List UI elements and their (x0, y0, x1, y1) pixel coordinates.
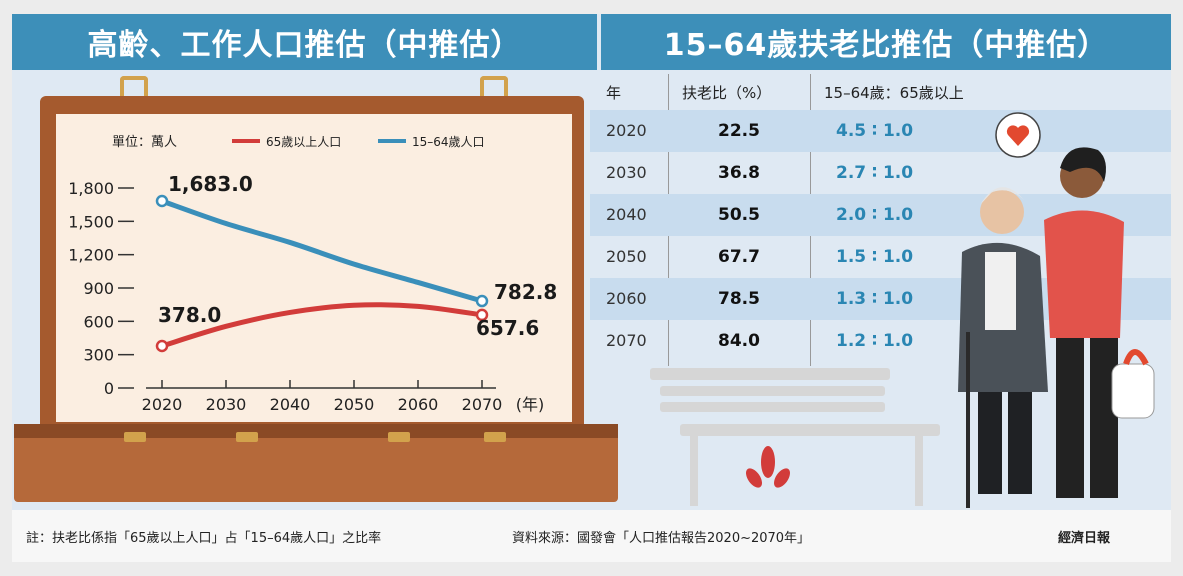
source-note: 資料來源：國發會「人口推估報告2020~2070年」 (512, 531, 811, 546)
data-label-65-2020: 378.0 (158, 303, 221, 327)
right-title-banner: 15–64歲扶老比推估（中推估） (601, 14, 1171, 70)
support-ratio-table: 年 扶老比（%） 15–64歲：65歲以上 2020 22.5 4.5 ∶ 1.… (590, 70, 1171, 370)
brand-logo: 經濟日報 (1058, 531, 1111, 546)
data-label-65-2070: 657.6 (476, 316, 539, 340)
series-endpoint-marker (475, 308, 489, 322)
table-row: 2030 36.8 2.7 ∶ 1.0 (590, 152, 1171, 194)
left-title: 高齡、工作人口推估（中推估） (87, 28, 522, 63)
cell-ratio: 67.7 (718, 247, 760, 267)
legend-unit: 單位：萬人 (112, 135, 177, 150)
data-label-1564-2070: 782.8 (494, 280, 557, 304)
y-tick-label: 1,200 (68, 246, 114, 265)
cell-ratio: 50.5 (718, 205, 760, 225)
y-tick-label: 600 (83, 312, 114, 331)
cell-year: 2060 (606, 289, 647, 308)
header-year: 年 (606, 84, 622, 102)
cell-support: 1.3 ∶ 1.0 (836, 289, 914, 309)
legend-label-1564: 15–64歲人口 (412, 135, 485, 149)
cell-year: 2070 (606, 331, 647, 350)
table-row: 2020 22.5 4.5 ∶ 1.0 (590, 110, 1171, 152)
case-latch (388, 432, 410, 442)
series-endpoint-marker (475, 294, 489, 308)
data-label-1564-2020: 1,683.0 (168, 172, 253, 196)
table-row: 2040 50.5 2.0 ∶ 1.0 (590, 194, 1171, 236)
series-line-15-64 (159, 198, 485, 304)
table-row: 2060 78.5 1.3 ∶ 1.0 (590, 278, 1171, 320)
x-tick-label: 2050 (334, 395, 375, 414)
x-tick-label: 2030 (206, 395, 247, 414)
cell-support: 2.7 ∶ 1.0 (836, 163, 914, 183)
case-latch (484, 432, 506, 442)
x-tick-label: 2070 (462, 395, 503, 414)
cell-year: 2030 (606, 163, 647, 182)
cell-support: 2.0 ∶ 1.0 (836, 205, 914, 225)
x-tick-label: 2060 (398, 395, 439, 414)
x-tick-label: 2040 (270, 395, 311, 414)
chart-axes: 0 300 600 900 1,200 1,500 1,800 2020 2030 2040 205… (68, 179, 544, 414)
case-handle-left (120, 76, 148, 104)
chart-panel (56, 114, 572, 422)
cell-year: 2050 (606, 247, 647, 266)
header-support: 15–64歲：65歲以上 (824, 84, 964, 102)
cell-support: 4.5 ∶ 1.0 (836, 121, 914, 141)
y-tick-label: 1,500 (68, 212, 114, 231)
y-tick-label: 0 (104, 379, 114, 398)
header-ratio: 扶老比（%） (682, 84, 772, 102)
y-tick-label: 900 (83, 279, 114, 298)
x-tick-label: 2020 (142, 395, 183, 414)
series-endpoint-marker (155, 339, 169, 353)
series-line-65-plus (159, 302, 485, 349)
legend-label-65: 65歲以上人口 (266, 135, 341, 149)
y-tick-label: 300 (83, 346, 114, 365)
cell-ratio: 84.0 (718, 331, 760, 351)
cell-ratio: 78.5 (718, 289, 760, 309)
table-header: 年 扶老比（%） 15–64歲：65歲以上 (590, 74, 1171, 108)
footnote: 註：扶老比係指「65歲以上人口」占「15–64歲人口」之比率 (26, 531, 382, 546)
footer: 註：扶老比係指「65歲以上人口」占「15–64歲人口」之比率 資料來源：國發會「… (12, 510, 1171, 562)
case-handle-right (480, 76, 508, 104)
cell-ratio: 36.8 (718, 163, 760, 183)
cell-ratio: 22.5 (718, 121, 760, 141)
cell-year: 2020 (606, 121, 647, 140)
case-latch (124, 432, 146, 442)
series-endpoint-marker (155, 194, 169, 208)
suitcase-band (14, 424, 618, 438)
right-title: 15–64歲扶老比推估（中推估） (663, 28, 1109, 63)
cell-support: 1.5 ∶ 1.0 (836, 247, 914, 267)
table-row: 2070 84.0 1.2 ∶ 1.0 (590, 320, 1171, 362)
x-axis-unit: (年) (516, 395, 545, 414)
y-tick-label: 1,800 (68, 179, 114, 198)
cell-year: 2040 (606, 205, 647, 224)
chart-marks: 1,683.0 782.8 378.0 657.6 (155, 172, 557, 353)
cell-support: 1.2 ∶ 1.0 (836, 331, 914, 351)
table-row: 2050 67.7 1.5 ∶ 1.0 (590, 236, 1171, 278)
left-title-banner: 高齡、工作人口推估（中推估） (12, 14, 597, 70)
case-latch (236, 432, 258, 442)
